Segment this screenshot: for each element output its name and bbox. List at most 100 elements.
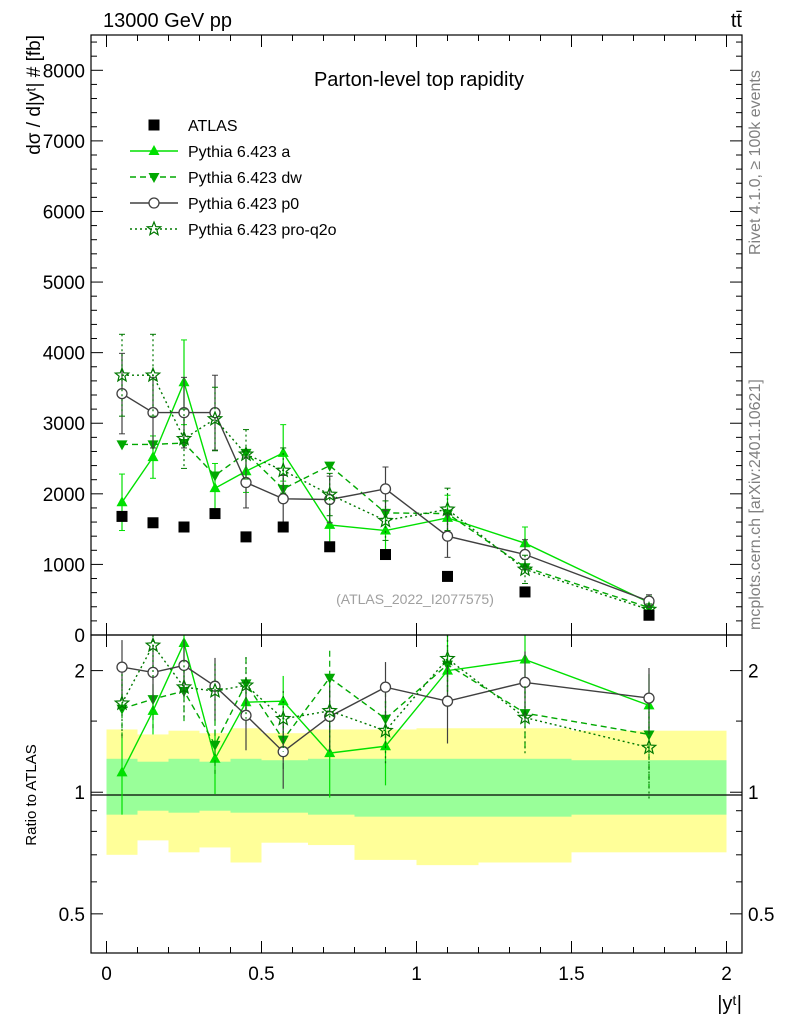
- ratio-point: [116, 766, 128, 777]
- uncertainty-band-inner: [168, 758, 200, 813]
- ratio-point: [147, 666, 159, 679]
- main-y-tick-label: 7000: [43, 132, 85, 153]
- data-point: [380, 524, 391, 535]
- ratio-point: [144, 636, 162, 653]
- data-point: [277, 446, 289, 457]
- atlas-point: [147, 517, 159, 529]
- atlas-point: [380, 549, 391, 561]
- legend-label: Pythia 6.423 a: [188, 144, 290, 161]
- main-y-tick-label: 8000: [43, 61, 85, 82]
- ratio-point: [643, 730, 655, 741]
- data-point: [144, 366, 162, 383]
- atlas-point: [324, 541, 336, 553]
- atlas-point: [178, 521, 190, 533]
- ratio-plot-panel: 0.5 0.5 1 1 2 2 0 0.5 1 1.5 2 Ratio to ATLAS |yᵗ|: [23, 35, 774, 1015]
- data-point: [321, 485, 338, 502]
- ratio-point: [516, 708, 534, 725]
- atlas-point: [209, 508, 221, 520]
- data-point: [147, 451, 159, 462]
- ratio-point: [379, 681, 392, 693]
- atlas-point: [442, 570, 453, 582]
- main-y-tick-label: 6000: [43, 202, 85, 223]
- ratio-point: [640, 738, 658, 755]
- uncertainty-band-inner: [416, 758, 479, 817]
- ratio-point: [240, 709, 252, 721]
- ratio-point: [377, 722, 394, 738]
- legend-label: Pythia 6.423 pro-q2o: [188, 222, 337, 239]
- data-point: [277, 493, 289, 505]
- legend-label: Pythia 6.423 dw: [188, 170, 302, 187]
- data-point: [274, 461, 292, 478]
- data-point: [206, 410, 224, 427]
- mcplots-label: mcplots.cern.ch [arXiv:2401.10621]: [747, 379, 764, 630]
- data-point: [113, 366, 131, 383]
- main-ylabel: dσ / d|yᵗ| # [fb]: [24, 35, 45, 155]
- ratio-y-tick-label-right: 1: [748, 783, 759, 804]
- analysis-id: (ATLAS_2022_I2077575): [336, 591, 494, 607]
- atlas-point: [519, 586, 531, 598]
- main-y-tick-label: 4000: [43, 344, 85, 365]
- x-tick-label: 0.5: [248, 964, 274, 985]
- ratio-line: [121, 643, 650, 749]
- data-point: [379, 483, 392, 495]
- ratio-point: [324, 747, 336, 758]
- data-point: [439, 500, 456, 517]
- legend: ATLAS Pythia 6.423 a Pythia 6.423 dw Pythia…: [130, 118, 337, 239]
- legend-label: ATLAS: [188, 118, 238, 135]
- atlas-point: [240, 531, 252, 543]
- atlas-point: [116, 510, 128, 522]
- uncertainty-band-inner: [478, 758, 572, 817]
- data-point: [240, 476, 252, 489]
- ratio-y-tick-label: 1: [74, 783, 85, 804]
- data-point: [147, 406, 159, 419]
- legend-marker: [145, 220, 163, 237]
- rivet-label: Rivet 4.1.0, ≥ 100k events: [747, 70, 764, 255]
- ratio-point: [240, 679, 252, 690]
- series-line: [122, 442, 650, 609]
- data-point: [175, 430, 193, 446]
- ratio-series-pythia-6-423-pro-q2o: [113, 635, 658, 802]
- uncertainty-band-inner: [308, 758, 355, 815]
- process-label: tt̄: [731, 10, 743, 32]
- ratio-y-tick-label-right: 2: [748, 662, 759, 683]
- data-point: [324, 461, 336, 472]
- ratio-point: [206, 682, 224, 699]
- ratio-point: [439, 650, 456, 666]
- legend-label: Pythia 6.423 p0: [188, 196, 299, 213]
- ratio-point: [116, 661, 128, 673]
- data-point: [441, 530, 454, 542]
- ratio-point: [380, 714, 391, 725]
- data-point: [209, 471, 221, 482]
- data-point: [116, 387, 128, 400]
- ratio-point: [277, 695, 289, 706]
- main-y-tick-label: 3000: [43, 414, 85, 435]
- ratio-point: [209, 740, 221, 751]
- series-line: [122, 374, 650, 611]
- main-title: Parton-level top rapidity: [314, 69, 524, 91]
- main-y-tick-label: 2000: [43, 485, 85, 506]
- ratio-point: [209, 752, 221, 763]
- ratio-y-tick-label-right: 0.5: [748, 905, 774, 926]
- legend-marker: [148, 173, 160, 183]
- main-y-tick-label: 1000: [43, 555, 85, 576]
- series-pythia-6-423-pro-q2o: [113, 333, 658, 617]
- legend-marker: [148, 197, 160, 209]
- ratio-point: [237, 676, 255, 693]
- ratio-y-tick-label: 0.5: [59, 905, 85, 926]
- ratio-point: [324, 673, 336, 684]
- uncertainty-band-inner: [230, 758, 262, 813]
- ratio-y-tick-label: 2: [74, 662, 85, 683]
- ratio-point: [113, 694, 131, 711]
- legend-marker: [148, 145, 160, 155]
- ratio-point: [441, 695, 454, 707]
- x-tick-label: 1.5: [558, 964, 584, 985]
- uncertainty-band-inner: [137, 761, 169, 811]
- main-plot-panel: 0 1000 2000 3000 4000 5000 6000 7000 8000 Parton…: [24, 34, 743, 647]
- x-tick-label: 2: [721, 964, 732, 985]
- atlas-point: [643, 609, 655, 621]
- data-point: [116, 496, 128, 507]
- ratio-point: [643, 692, 655, 704]
- x-tick-label: 1: [411, 964, 422, 985]
- data-point: [116, 440, 128, 451]
